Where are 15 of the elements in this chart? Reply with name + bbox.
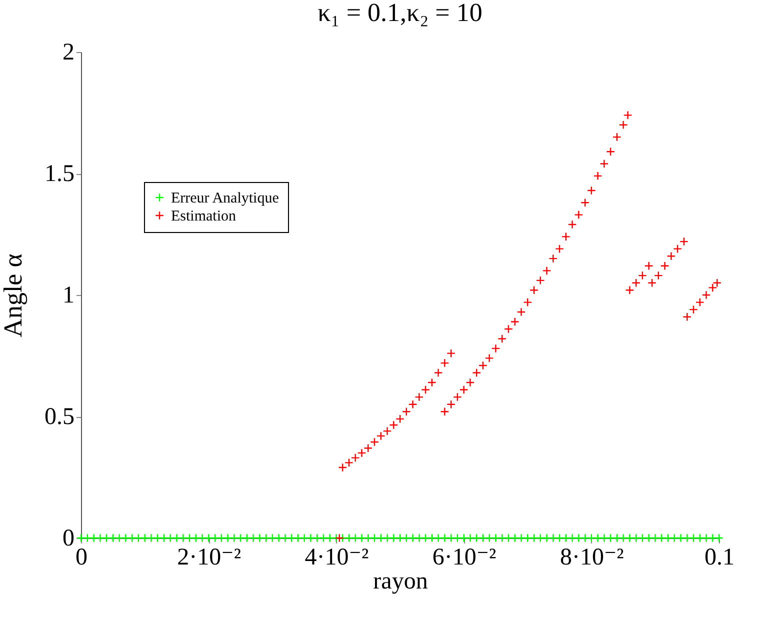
x-tick-label: 8·10⁻² — [560, 544, 624, 570]
legend-label: Erreur Analytique — [171, 190, 280, 206]
y-tick-label: 1.5 — [44, 161, 74, 187]
legend-label: Estimation — [171, 208, 236, 224]
x-tick-label: 6·10⁻² — [432, 544, 496, 570]
y-tick-label: 0.5 — [44, 404, 74, 430]
x-tick-label: 4·10⁻² — [304, 544, 369, 570]
y-axis-title: Angle α — [0, 253, 28, 338]
y-tick-label: 1 — [62, 282, 74, 308]
x-axis-title: rayon — [373, 568, 428, 594]
y-tick-label: 0 — [62, 526, 74, 552]
chart-title: κ₁ = 0.1,κ₂ = 10 — [318, 0, 482, 27]
x-tick-label: 0.1 — [704, 544, 734, 570]
y-tick-label: 2 — [62, 40, 74, 66]
x-tick-label: 2·10⁻² — [177, 544, 242, 570]
